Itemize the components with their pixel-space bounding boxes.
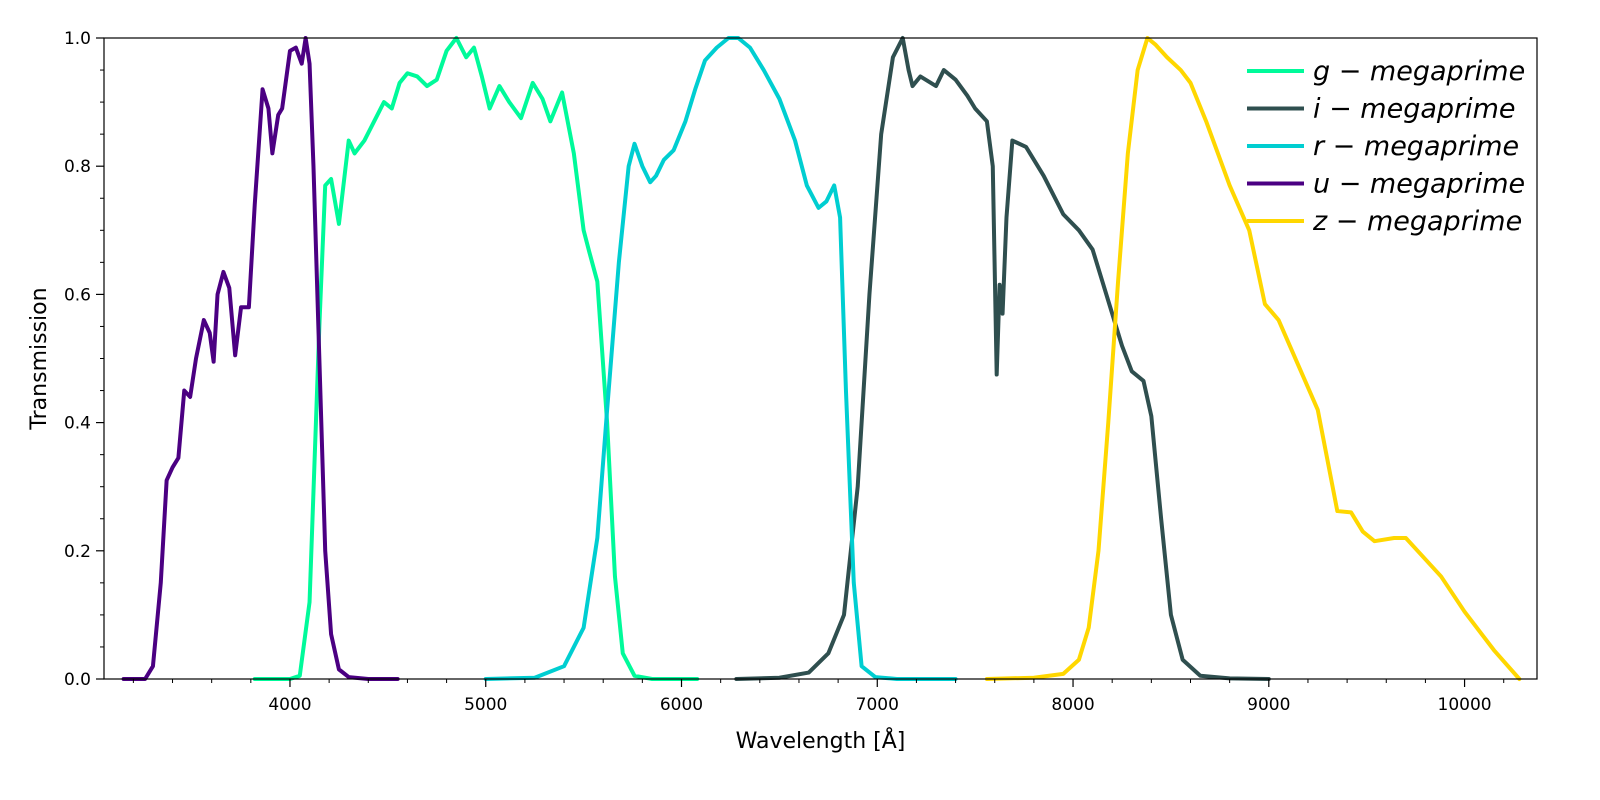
series-line-3: [483, 36, 958, 681]
y-tick-label: 0.8: [64, 157, 91, 177]
x-tick-label: 8000: [1051, 695, 1094, 715]
y-tick-label: 1.0: [64, 29, 91, 49]
series-line-1: [252, 36, 700, 681]
x-tick-label: 4000: [268, 695, 311, 715]
legend-label: g − megaprime: [1313, 56, 1525, 87]
axis-ticks: 4000 5000 6000 7000 8000 9000 10000 0.0 0.2 0.4 0.…: [64, 29, 1505, 715]
y-tick-label: 0.0: [64, 670, 91, 690]
legend: g − megaprime i − megaprime r − megaprime u…: [1247, 56, 1525, 237]
series-line-2: [734, 36, 1271, 681]
legend-label: z − megaprime: [1312, 206, 1522, 237]
y-axis-label: Transmission: [27, 287, 52, 430]
legend-label: i − megaprime: [1313, 94, 1516, 125]
series-layer: [121, 36, 1522, 681]
y-tick-label: 0.2: [64, 542, 91, 562]
y-tick-label: 0.4: [64, 414, 91, 434]
x-tick-label: 7000: [856, 695, 899, 715]
legend-label: r − megaprime: [1313, 131, 1519, 162]
series-line-5: [984, 36, 1522, 681]
x-axis-label: Wavelength [Å]: [736, 727, 906, 754]
x-tick-label: 9000: [1247, 695, 1290, 715]
legend-label: u − megaprime: [1313, 169, 1525, 200]
x-tick-label: 5000: [464, 695, 507, 715]
x-tick-label: 10000: [1438, 695, 1492, 715]
series-line-4: [121, 36, 400, 681]
y-tick-label: 0.6: [64, 285, 91, 305]
x-tick-label: 6000: [660, 695, 703, 715]
